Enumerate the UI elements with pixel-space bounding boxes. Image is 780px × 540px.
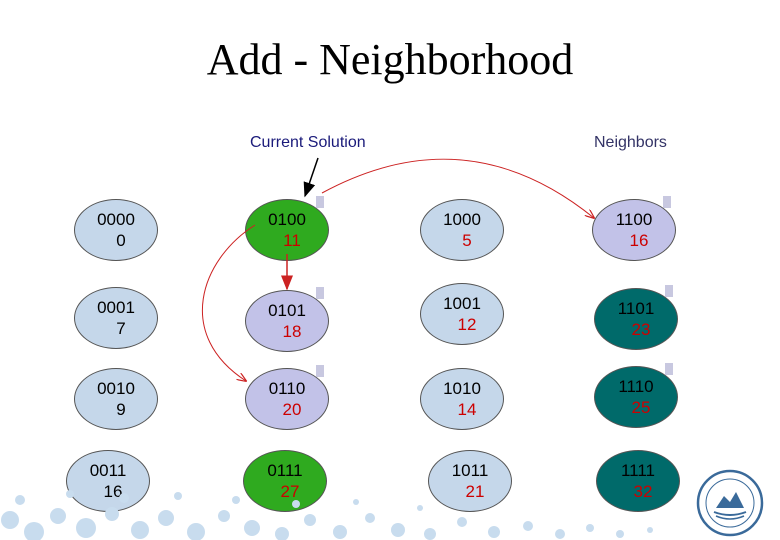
node-value: 5 bbox=[462, 231, 472, 250]
university-logo-icon bbox=[696, 469, 764, 537]
node-0010: 0010 9 bbox=[74, 368, 158, 430]
node-0100-current: 0100 11 bbox=[245, 196, 329, 261]
node-code: 1010 bbox=[443, 379, 481, 398]
node-code: 0000 bbox=[97, 210, 135, 229]
node-0101: 0101 18 bbox=[245, 287, 329, 352]
arrow-to-0110 bbox=[201, 224, 256, 381]
node-value: 16 bbox=[629, 231, 649, 250]
node-code: 0110 bbox=[268, 379, 306, 398]
node-code: 0101 bbox=[268, 301, 306, 320]
selection-handle bbox=[663, 196, 671, 208]
neighbors-label: Neighbors bbox=[594, 134, 667, 151]
node-code: 0001 bbox=[97, 298, 135, 317]
selection-handle bbox=[316, 196, 324, 208]
node-1001: 1001 12 bbox=[420, 283, 504, 345]
node-code: 0111 bbox=[267, 461, 303, 480]
node-0001: 0001 7 bbox=[74, 287, 158, 349]
node-1010: 1010 14 bbox=[420, 368, 504, 430]
node-value: 12 bbox=[457, 315, 477, 334]
node-1000: 1000 5 bbox=[420, 199, 504, 261]
node-1111: 1111 32 bbox=[596, 450, 680, 512]
selection-handle bbox=[316, 287, 324, 299]
node-code: 0011 bbox=[89, 461, 127, 480]
node-value: 9 bbox=[116, 400, 126, 419]
node-value: 21 bbox=[465, 482, 485, 501]
slide-title: Add - Neighborhood bbox=[206, 35, 574, 84]
node-0000: 0000 0 bbox=[74, 199, 158, 261]
node-code: 1000 bbox=[443, 210, 481, 229]
selection-handle bbox=[665, 363, 673, 375]
node-code: 1100 bbox=[615, 210, 653, 229]
node-value: 0 bbox=[116, 231, 126, 250]
node-code: 0010 bbox=[97, 379, 135, 398]
node-value: 11 bbox=[283, 231, 301, 250]
selection-handle bbox=[316, 365, 324, 377]
decorative-dot-pattern bbox=[1, 490, 653, 540]
node-0011: 0011 16 bbox=[66, 450, 150, 512]
arrow-to-1100 bbox=[321, 158, 594, 218]
node-value: 20 bbox=[282, 400, 302, 419]
node-value: 25 bbox=[631, 398, 651, 417]
node-code: 1110 bbox=[618, 377, 654, 396]
node-value: 14 bbox=[457, 400, 477, 419]
node-0110: 0110 20 bbox=[245, 365, 329, 430]
current-solution-label: Current Solution bbox=[250, 134, 366, 151]
pointer-arrow-current bbox=[303, 157, 319, 198]
node-value: 32 bbox=[633, 482, 653, 501]
node-value: 7 bbox=[116, 319, 126, 338]
node-value: 18 bbox=[282, 322, 302, 341]
node-code: 0100 bbox=[268, 210, 306, 229]
node-value: 27 bbox=[280, 482, 300, 501]
node-1011: 1011 21 bbox=[428, 450, 512, 512]
node-1110: 1110 25 bbox=[594, 363, 678, 428]
node-value: 23 bbox=[631, 320, 651, 339]
node-code: 1111 bbox=[620, 461, 656, 480]
selection-handle bbox=[665, 285, 673, 297]
node-value: 16 bbox=[103, 482, 123, 501]
node-code: 1001 bbox=[443, 294, 481, 313]
node-1100-neighbor: 1100 16 bbox=[592, 196, 676, 261]
node-0111: 0111 27 bbox=[243, 450, 327, 512]
node-code: 1101 bbox=[617, 299, 655, 318]
node-1101: 1101 23 bbox=[594, 285, 678, 350]
node-code: 1011 bbox=[451, 461, 489, 480]
